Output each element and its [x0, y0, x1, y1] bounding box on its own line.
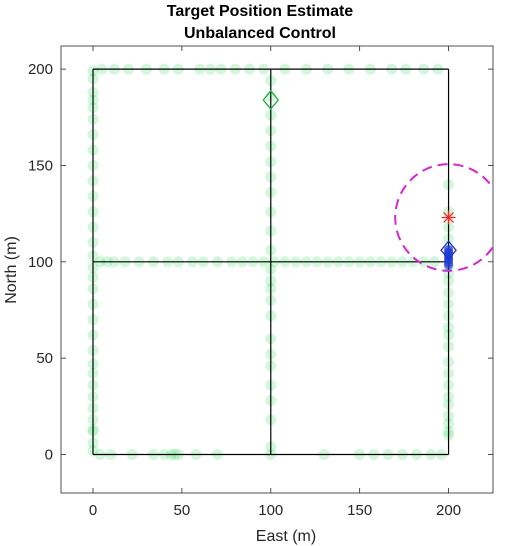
x-tick-label: 150: [347, 502, 372, 519]
x-tick-label: 100: [258, 502, 283, 519]
y-axis-label: North (m): [3, 236, 20, 304]
diamond-marker: [262, 89, 280, 110]
asterisk-marker: [441, 210, 456, 225]
plot-area: [60, 45, 494, 494]
diamond-marker: [440, 240, 457, 261]
y-tick-label: 200: [28, 61, 53, 78]
estimate-layer: [444, 244, 454, 271]
y-tick-label: 100: [28, 254, 53, 271]
marker-layer: [262, 89, 493, 272]
x-tick-label: 50: [174, 502, 191, 519]
uncertainty-circle: [394, 163, 493, 272]
x-axis: 0 50 100 150 200: [89, 46, 461, 519]
y-tick-label: 50: [36, 350, 53, 367]
chart-title: Target Position Estimate: [167, 3, 354, 20]
x-tick-label: 0: [89, 502, 97, 519]
y-tick-label: 0: [45, 446, 53, 463]
chart-subtitle: Unbalanced Control: [184, 25, 336, 42]
y-axis: 0 50 100 150 200: [28, 61, 493, 463]
estimate-point: [444, 244, 454, 254]
x-axis-label: East (m): [256, 528, 316, 545]
x-tick-label: 200: [436, 502, 461, 519]
y-tick-label: 150: [28, 157, 53, 174]
